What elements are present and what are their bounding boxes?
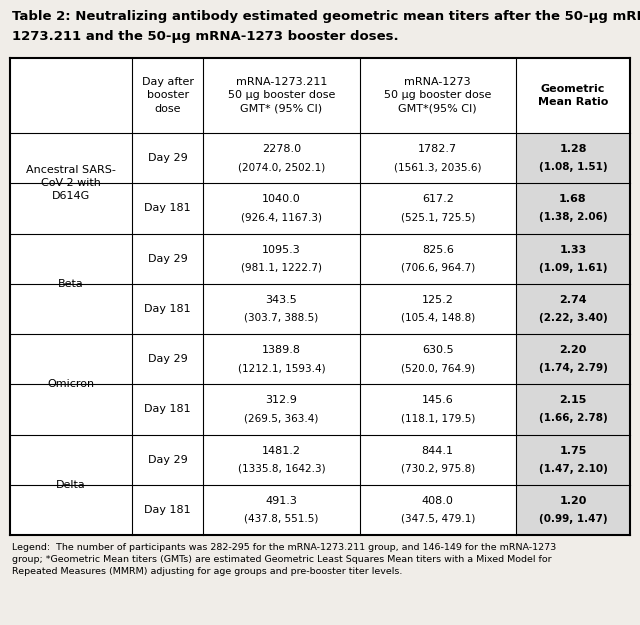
Text: Geometric
Mean Ratio: Geometric Mean Ratio <box>538 84 608 107</box>
Text: 125.2: 125.2 <box>422 295 454 305</box>
Text: mRNA-1273.211
50 μg booster dose
GMT* (95% CI): mRNA-1273.211 50 μg booster dose GMT* (9… <box>228 78 335 114</box>
Bar <box>516 384 630 434</box>
Text: 1782.7: 1782.7 <box>418 144 458 154</box>
Text: 312.9: 312.9 <box>266 396 298 406</box>
Text: group; *Geometric Mean titers (GMTs) are estimated Geometric Least Squares Mean : group; *Geometric Mean titers (GMTs) are… <box>12 555 552 564</box>
Text: Day after
booster
dose: Day after booster dose <box>141 78 194 114</box>
Text: 1.33: 1.33 <box>559 244 587 254</box>
Text: 408.0: 408.0 <box>422 496 454 506</box>
Text: 1.75: 1.75 <box>559 446 587 456</box>
Text: 491.3: 491.3 <box>266 496 298 506</box>
Text: 1040.0: 1040.0 <box>262 194 301 204</box>
Text: Day 29: Day 29 <box>148 354 188 364</box>
Text: 1.68: 1.68 <box>559 194 587 204</box>
Bar <box>516 133 630 183</box>
Text: (2074.0, 2502.1): (2074.0, 2502.1) <box>238 162 325 172</box>
Text: 343.5: 343.5 <box>266 295 298 305</box>
Text: Repeated Measures (MMRM) adjusting for age groups and pre-booster titer levels.: Repeated Measures (MMRM) adjusting for a… <box>12 567 403 576</box>
Text: 630.5: 630.5 <box>422 345 454 355</box>
Text: (1.74, 2.79): (1.74, 2.79) <box>538 363 607 373</box>
Bar <box>516 183 630 234</box>
Text: (1.47, 2.10): (1.47, 2.10) <box>538 464 607 474</box>
Bar <box>516 284 630 334</box>
Text: 844.1: 844.1 <box>422 446 454 456</box>
Text: Day 181: Day 181 <box>145 304 191 314</box>
Text: 2.20: 2.20 <box>559 345 587 355</box>
Text: 1389.8: 1389.8 <box>262 345 301 355</box>
Text: 1095.3: 1095.3 <box>262 244 301 254</box>
Text: 2.15: 2.15 <box>559 396 587 406</box>
Text: (1335.8, 1642.3): (1335.8, 1642.3) <box>237 464 325 474</box>
Bar <box>516 234 630 284</box>
Text: Day 181: Day 181 <box>145 404 191 414</box>
Text: 1481.2: 1481.2 <box>262 446 301 456</box>
Text: Day 181: Day 181 <box>145 203 191 213</box>
Text: (981.1, 1222.7): (981.1, 1222.7) <box>241 262 322 272</box>
Text: (730.2, 975.8): (730.2, 975.8) <box>401 464 475 474</box>
Text: Ancestral SARS-
CoV-2 with
D614G: Ancestral SARS- CoV-2 with D614G <box>26 165 116 201</box>
Text: Day 181: Day 181 <box>145 505 191 515</box>
Text: (1.66, 2.78): (1.66, 2.78) <box>539 413 607 423</box>
Text: (1561.3, 2035.6): (1561.3, 2035.6) <box>394 162 481 172</box>
Text: (0.99, 1.47): (0.99, 1.47) <box>539 514 607 524</box>
Text: (303.7, 388.5): (303.7, 388.5) <box>244 313 319 323</box>
Text: Day 29: Day 29 <box>148 454 188 464</box>
Text: (437.8, 551.5): (437.8, 551.5) <box>244 514 319 524</box>
Text: Legend:  The number of participants was 282-295 for the mRNA-1273.211 group, and: Legend: The number of participants was 2… <box>12 543 556 552</box>
Bar <box>516 485 630 535</box>
Text: 2278.0: 2278.0 <box>262 144 301 154</box>
Bar <box>10 58 630 535</box>
Text: Table 2: Neutralizing antibody estimated geometric mean titers after the 50-μg m: Table 2: Neutralizing antibody estimated… <box>12 10 640 23</box>
Text: Day 29: Day 29 <box>148 254 188 264</box>
Text: 1.20: 1.20 <box>559 496 587 506</box>
Text: (1.09, 1.61): (1.09, 1.61) <box>539 262 607 272</box>
Text: (706.6, 964.7): (706.6, 964.7) <box>401 262 475 272</box>
Bar <box>516 334 630 384</box>
Text: (269.5, 363.4): (269.5, 363.4) <box>244 413 319 423</box>
Text: (1.38, 2.06): (1.38, 2.06) <box>539 213 607 222</box>
Text: Delta: Delta <box>56 480 86 490</box>
Text: (926.4, 1167.3): (926.4, 1167.3) <box>241 213 322 222</box>
Text: (118.1, 179.5): (118.1, 179.5) <box>401 413 475 423</box>
Text: (347.5, 479.1): (347.5, 479.1) <box>401 514 475 524</box>
Text: mRNA-1273
50 μg booster dose
GMT*(95% CI): mRNA-1273 50 μg booster dose GMT*(95% CI… <box>384 78 492 114</box>
Text: 1273.211 and the 50-μg mRNA-1273 booster doses.: 1273.211 and the 50-μg mRNA-1273 booster… <box>12 30 399 43</box>
Text: 2.74: 2.74 <box>559 295 587 305</box>
Text: Omicron: Omicron <box>47 379 95 389</box>
Text: (520.0, 764.9): (520.0, 764.9) <box>401 363 475 373</box>
Text: (1212.1, 1593.4): (1212.1, 1593.4) <box>237 363 325 373</box>
Text: (2.22, 3.40): (2.22, 3.40) <box>539 313 607 323</box>
Text: (525.1, 725.5): (525.1, 725.5) <box>401 213 475 222</box>
Text: Day 29: Day 29 <box>148 153 188 163</box>
Text: 1.28: 1.28 <box>559 144 587 154</box>
Text: Beta: Beta <box>58 279 84 289</box>
Bar <box>516 434 630 485</box>
Text: (1.08, 1.51): (1.08, 1.51) <box>539 162 607 172</box>
Text: 617.2: 617.2 <box>422 194 454 204</box>
Text: 825.6: 825.6 <box>422 244 454 254</box>
Text: (105.4, 148.8): (105.4, 148.8) <box>401 313 475 323</box>
Text: 145.6: 145.6 <box>422 396 454 406</box>
